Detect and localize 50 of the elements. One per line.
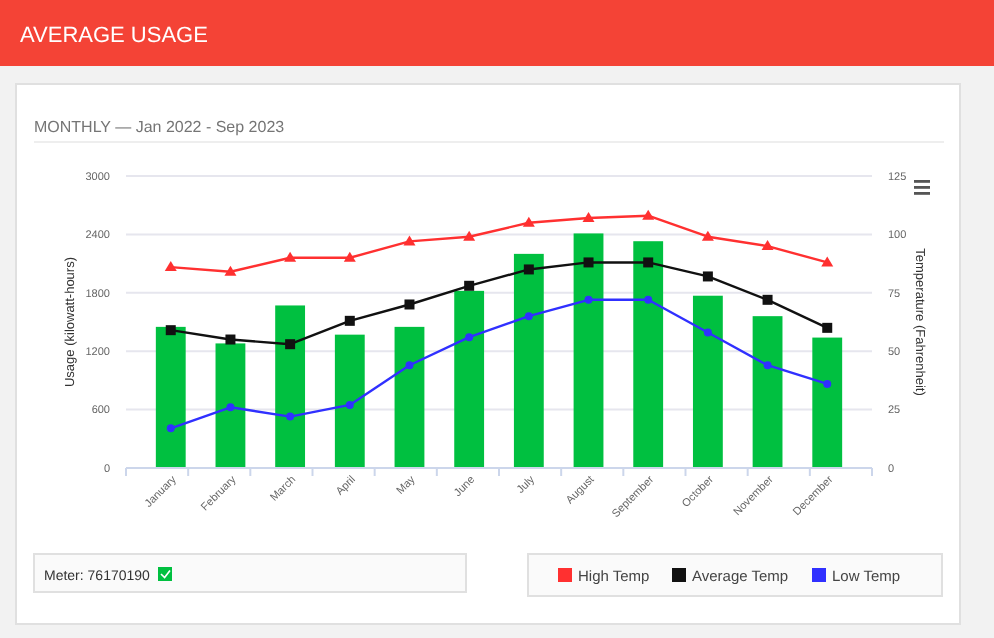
chart-subtitle: MONTHLY — Jan 2022 - Sep 2023 [34, 118, 286, 136]
point [762, 294, 773, 305]
bar [215, 343, 246, 468]
point [166, 424, 175, 433]
bar [454, 290, 485, 468]
point [643, 257, 654, 268]
point [763, 361, 772, 370]
bar [513, 253, 544, 468]
bar [812, 337, 843, 468]
bar [573, 233, 604, 468]
point [403, 235, 416, 246]
point [286, 412, 295, 421]
point [225, 334, 236, 345]
bar [633, 241, 664, 468]
point [463, 230, 476, 241]
point [703, 328, 712, 337]
point [761, 240, 774, 251]
point [464, 280, 475, 291]
point [822, 322, 833, 333]
point [522, 216, 535, 227]
bar [394, 326, 425, 468]
point [701, 230, 714, 241]
point [345, 400, 354, 409]
point [404, 299, 415, 310]
point [642, 209, 655, 220]
point [465, 333, 474, 342]
point [644, 295, 653, 304]
bar [155, 326, 186, 468]
point [224, 265, 237, 276]
point [405, 361, 414, 370]
point [226, 403, 235, 412]
bar [752, 316, 783, 468]
point [582, 212, 595, 223]
point [284, 251, 297, 262]
bar [275, 305, 306, 468]
point [343, 251, 356, 262]
point [702, 271, 713, 282]
point [344, 315, 355, 326]
point [821, 256, 834, 267]
point [823, 379, 832, 388]
point [164, 261, 177, 272]
chart-title: AVERAGE USAGE [20, 24, 208, 48]
point [165, 325, 176, 336]
point [584, 295, 593, 304]
point [583, 257, 594, 268]
point [285, 339, 296, 350]
bar [692, 295, 723, 468]
point [523, 264, 534, 275]
point [524, 312, 533, 321]
bar [334, 334, 365, 468]
